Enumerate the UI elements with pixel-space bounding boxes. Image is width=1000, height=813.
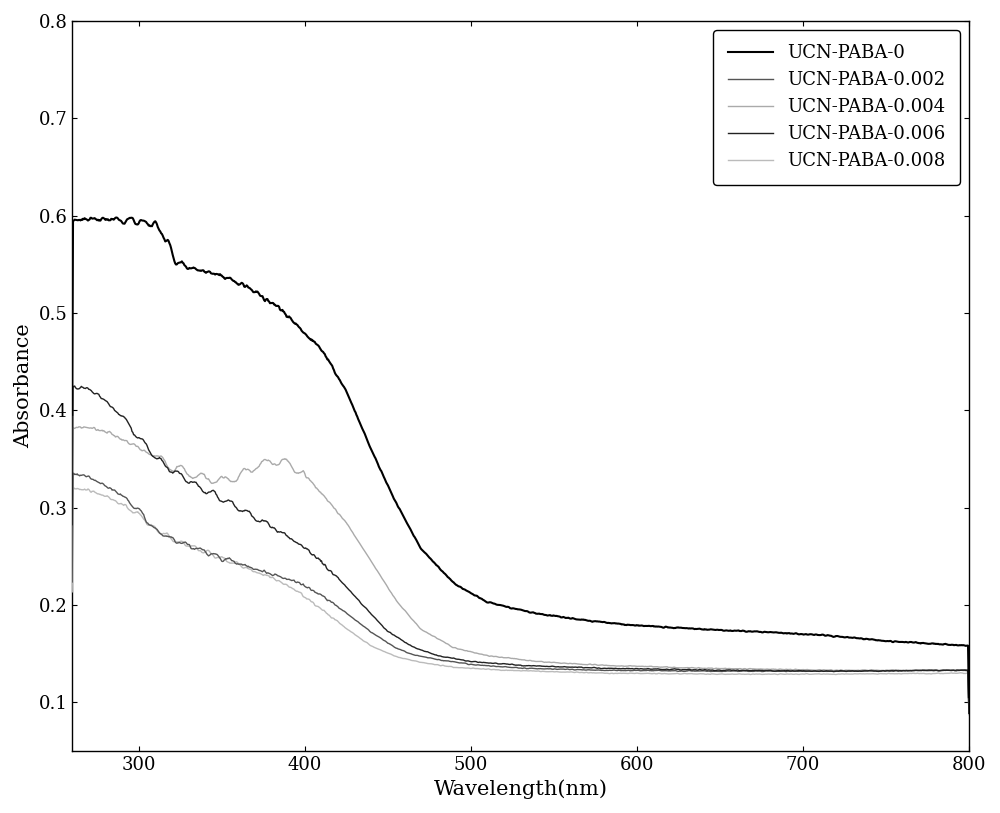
- UCN-PABA-0.004: [715, 663, 727, 673]
- UCN-PABA-0.006: [400, 638, 412, 648]
- UCN-PABA-0.004: [73, 422, 85, 432]
- UCN-PABA-0.004: [305, 476, 317, 485]
- UCN-PABA-0.002: [66, 577, 78, 587]
- UCN-PABA-0.006: [69, 381, 81, 391]
- UCN-PABA-0: [305, 335, 317, 345]
- UCN-PABA-0.008: [67, 483, 79, 493]
- UCN-PABA-0.006: [305, 549, 317, 559]
- Y-axis label: Absorbance: Absorbance: [14, 324, 33, 448]
- UCN-PABA-0.004: [66, 546, 78, 556]
- UCN-PABA-0: [906, 637, 918, 647]
- UCN-PABA-0.006: [184, 477, 196, 487]
- UCN-PABA-0.002: [67, 468, 79, 478]
- UCN-PABA-0.004: [530, 657, 542, 667]
- UCN-PABA-0.008: [906, 668, 918, 678]
- UCN-PABA-0.008: [66, 587, 78, 597]
- UCN-PABA-0.008: [715, 669, 727, 679]
- UCN-PABA-0.006: [530, 661, 542, 671]
- UCN-PABA-0.002: [184, 541, 196, 551]
- UCN-PABA-0: [530, 609, 542, 619]
- Line: UCN-PABA-0.006: UCN-PABA-0.006: [72, 386, 969, 714]
- UCN-PABA-0: [110, 213, 122, 223]
- UCN-PABA-0: [715, 625, 727, 635]
- UCN-PABA-0.006: [906, 666, 918, 676]
- UCN-PABA-0.008: [400, 654, 412, 663]
- UCN-PABA-0.008: [963, 711, 975, 720]
- UCN-PABA-0.008: [530, 667, 542, 676]
- UCN-PABA-0.004: [963, 708, 975, 718]
- UCN-PABA-0: [400, 517, 412, 527]
- Line: UCN-PABA-0.004: UCN-PABA-0.004: [72, 427, 969, 713]
- UCN-PABA-0.006: [66, 520, 78, 529]
- Line: UCN-PABA-0: UCN-PABA-0: [72, 218, 969, 698]
- UCN-PABA-0: [963, 693, 975, 702]
- Legend: UCN-PABA-0, UCN-PABA-0.002, UCN-PABA-0.004, UCN-PABA-0.006, UCN-PABA-0.008: UCN-PABA-0, UCN-PABA-0.002, UCN-PABA-0.0…: [713, 30, 960, 185]
- UCN-PABA-0.006: [715, 666, 727, 676]
- UCN-PABA-0.002: [305, 585, 317, 594]
- UCN-PABA-0.008: [305, 596, 317, 606]
- UCN-PABA-0.002: [400, 647, 412, 657]
- UCN-PABA-0.008: [184, 541, 196, 551]
- UCN-PABA-0.002: [906, 666, 918, 676]
- Line: UCN-PABA-0.008: UCN-PABA-0.008: [72, 488, 969, 715]
- X-axis label: Wavelength(nm): Wavelength(nm): [434, 780, 608, 799]
- UCN-PABA-0.002: [715, 667, 727, 676]
- UCN-PABA-0.002: [963, 709, 975, 719]
- UCN-PABA-0: [184, 263, 196, 273]
- UCN-PABA-0.004: [906, 666, 918, 676]
- Line: UCN-PABA-0.002: UCN-PABA-0.002: [72, 473, 969, 714]
- UCN-PABA-0.004: [400, 607, 412, 617]
- UCN-PABA-0.002: [530, 664, 542, 674]
- UCN-PABA-0.004: [184, 472, 196, 481]
- UCN-PABA-0.006: [963, 709, 975, 719]
- UCN-PABA-0: [66, 410, 78, 420]
